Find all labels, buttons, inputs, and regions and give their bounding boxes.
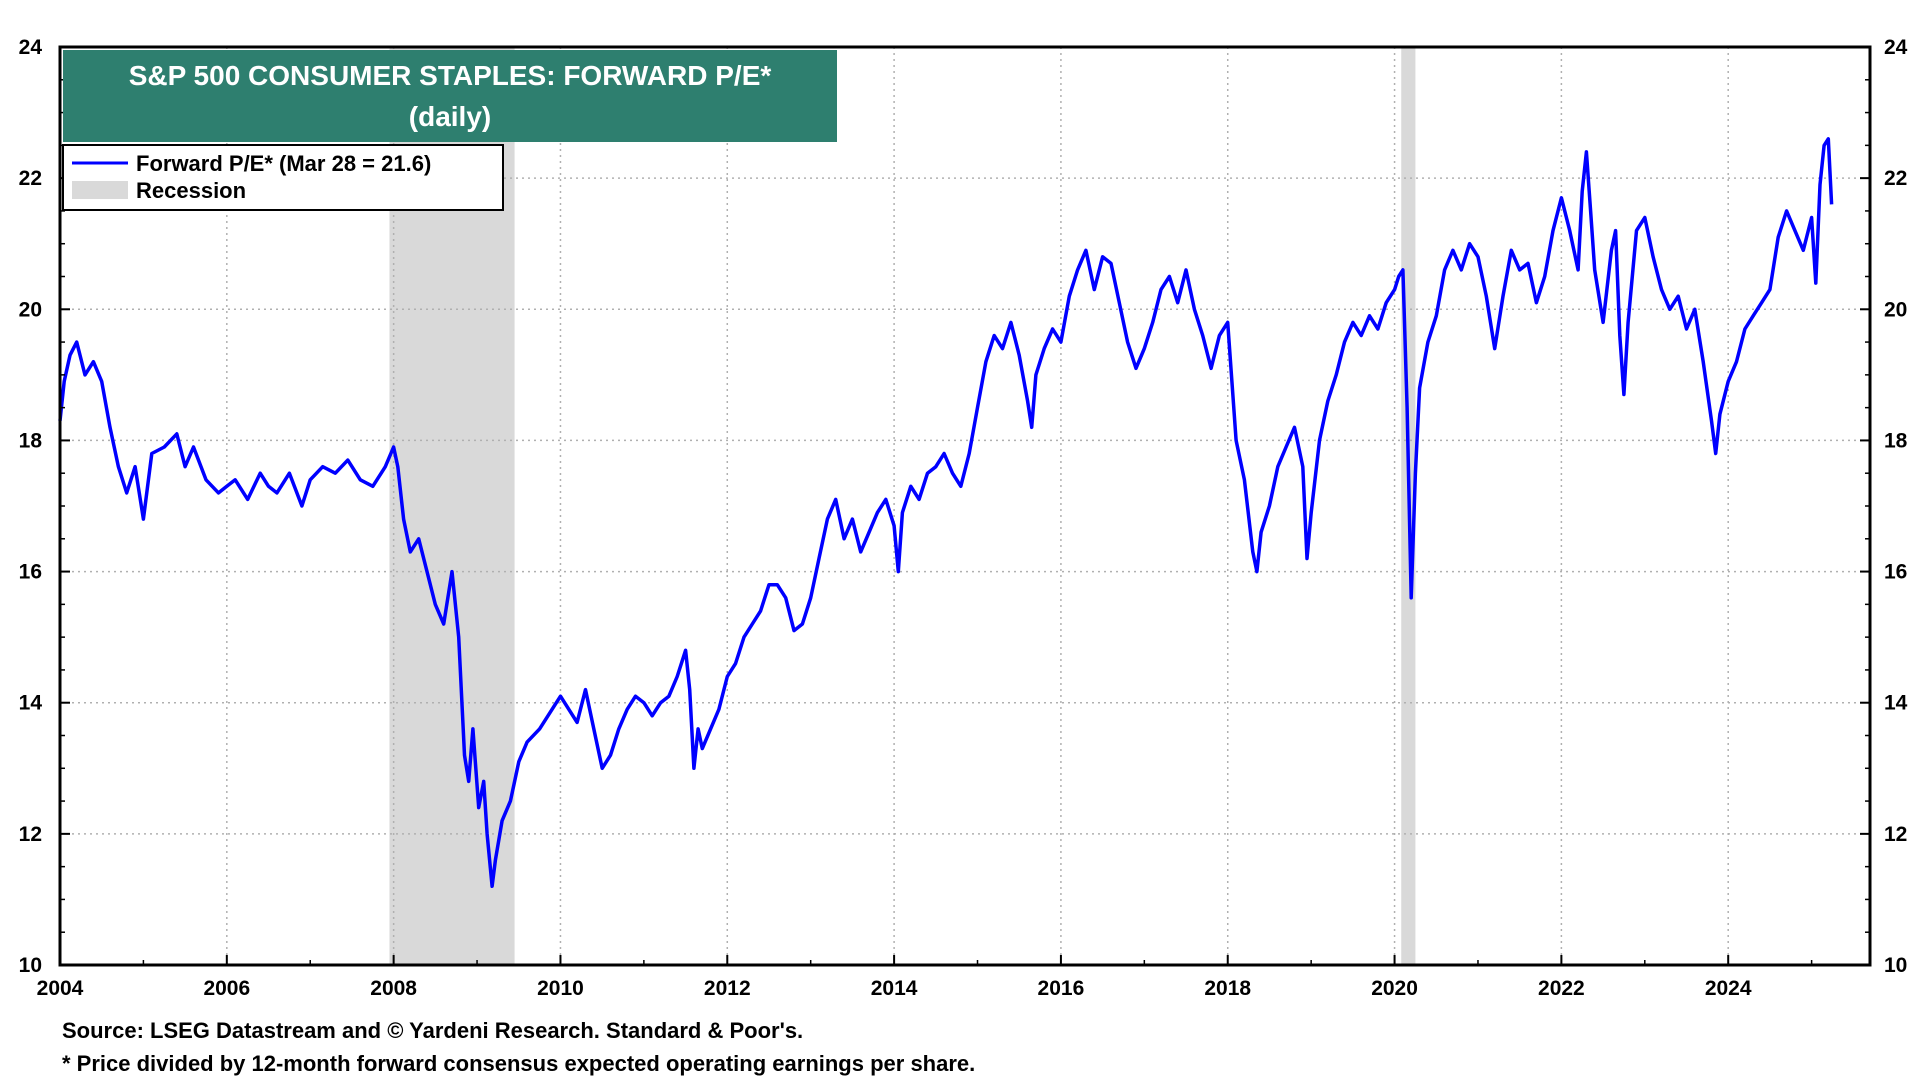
recession-bands xyxy=(389,47,1416,965)
series-layer xyxy=(58,137,1834,889)
legend: Forward P/E* (Mar 28 = 21.6) Recession xyxy=(62,144,504,211)
series-line-forward-pe xyxy=(58,137,1834,889)
ytick-label-right-20: 20 xyxy=(1884,298,1907,321)
footnote: * Price divided by 12-month forward cons… xyxy=(62,1051,975,1076)
xtick-label-2024: 2024 xyxy=(1705,977,1752,1000)
ytick-label-left-14: 14 xyxy=(19,692,43,715)
ytick-label-right-12: 12 xyxy=(1884,823,1907,846)
xtick-label-2012: 2012 xyxy=(704,977,751,1000)
xtick-label-2004: 2004 xyxy=(37,977,84,1000)
legend-label-recession: Recession xyxy=(136,178,246,203)
ytick-label-right-10: 10 xyxy=(1884,954,1907,977)
title-box: S&P 500 CONSUMER STAPLES: FORWARD P/E* (… xyxy=(63,50,837,142)
ytick-label-left-20: 20 xyxy=(19,298,42,321)
ytick-label-left-12: 12 xyxy=(19,823,42,846)
ytick-label-left-24: 24 xyxy=(19,36,43,59)
legend-box xyxy=(62,144,504,211)
xtick-label-2022: 2022 xyxy=(1538,977,1585,1000)
ytick-label-right-18: 18 xyxy=(1884,429,1908,452)
ytick-label-right-16: 16 xyxy=(1884,561,1907,584)
ytick-label-left-10: 10 xyxy=(19,954,42,977)
legend-label-forward-pe: Forward P/E* (Mar 28 = 21.6) xyxy=(136,151,431,176)
xtick-label-2010: 2010 xyxy=(537,977,584,1000)
chart-subtitle: (daily) xyxy=(409,101,491,132)
title-background xyxy=(63,50,837,142)
xtick-label-2014: 2014 xyxy=(871,977,918,1000)
legend-swatch-recession xyxy=(72,181,128,199)
xtick-label-2018: 2018 xyxy=(1204,977,1251,1000)
ytick-label-right-22: 22 xyxy=(1884,167,1907,190)
ytick-label-right-24: 24 xyxy=(1884,36,1908,59)
ytick-label-left-18: 18 xyxy=(19,429,43,452)
xtick-label-2008: 2008 xyxy=(370,977,417,1000)
ytick-label-left-22: 22 xyxy=(19,167,42,190)
source-note: Source: LSEG Datastream and © Yardeni Re… xyxy=(62,1018,803,1043)
xtick-label-2020: 2020 xyxy=(1371,977,1418,1000)
xtick-label-2016: 2016 xyxy=(1038,977,1085,1000)
chart-title: S&P 500 CONSUMER STAPLES: FORWARD P/E* xyxy=(129,60,772,91)
xtick-label-2006: 2006 xyxy=(203,977,250,1000)
ytick-label-right-14: 14 xyxy=(1884,692,1908,715)
ytick-label-left-16: 16 xyxy=(19,561,42,584)
